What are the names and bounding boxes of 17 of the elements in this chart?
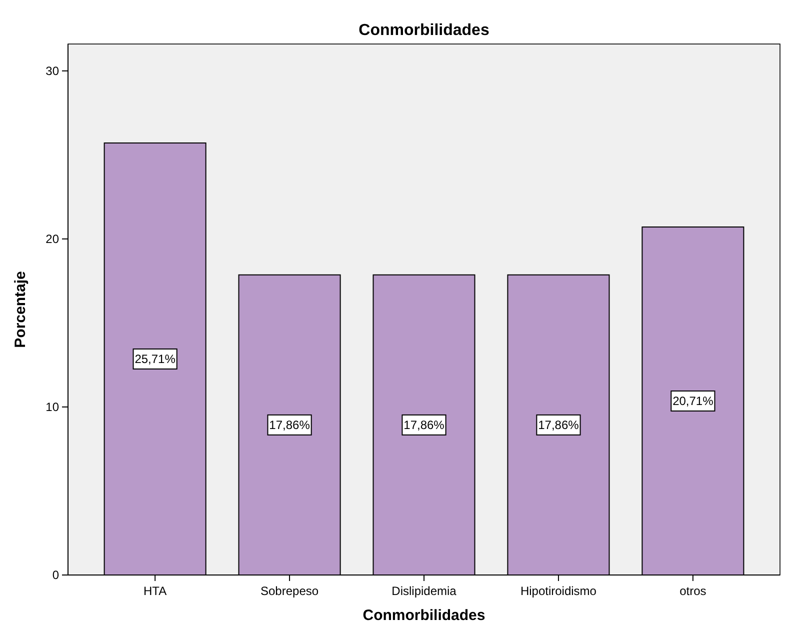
data-label: 17,86% (538, 418, 580, 432)
x-tick-label: Sobrepeso (260, 584, 319, 598)
x-tick-label: Hipotiroidismo (520, 584, 597, 598)
y-tick-label: 10 (46, 400, 60, 414)
x-tick-label: Dislipidemia (392, 584, 457, 598)
data-label: 17,86% (269, 418, 310, 432)
y-axis-title: Porcentaje (12, 271, 29, 348)
x-tick-label: otros (680, 584, 706, 598)
y-tick-label: 20 (46, 232, 60, 246)
data-label: 20,71% (672, 394, 714, 408)
x-axis-title: Conmorbilidades (362, 607, 486, 624)
y-tick-label: 0 (52, 568, 60, 582)
x-tick-label: HTA (144, 584, 167, 598)
data-label: 25,71% (134, 352, 176, 366)
data-label: 17,86% (404, 418, 445, 432)
chart-title: Conmorbilidades (358, 22, 490, 39)
y-tick-label: 30 (46, 64, 60, 78)
